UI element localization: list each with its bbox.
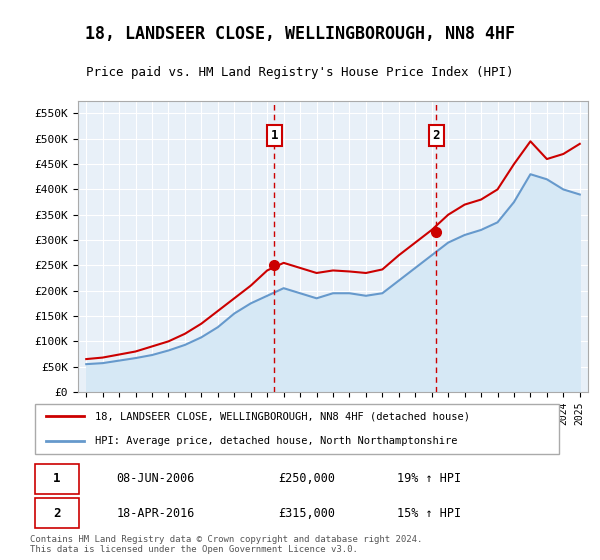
Text: Contains HM Land Registry data © Crown copyright and database right 2024.
This d: Contains HM Land Registry data © Crown c… (30, 535, 422, 554)
Text: £250,000: £250,000 (278, 472, 335, 486)
Text: 15% ↑ HPI: 15% ↑ HPI (397, 507, 461, 520)
Text: 18, LANDSEER CLOSE, WELLINGBOROUGH, NN8 4HF (detached house): 18, LANDSEER CLOSE, WELLINGBOROUGH, NN8 … (95, 411, 470, 421)
Text: Price paid vs. HM Land Registry's House Price Index (HPI): Price paid vs. HM Land Registry's House … (86, 66, 514, 78)
Text: 1: 1 (271, 129, 278, 142)
Text: 18-APR-2016: 18-APR-2016 (116, 507, 195, 520)
Text: 19% ↑ HPI: 19% ↑ HPI (397, 472, 461, 486)
Text: 1: 1 (53, 472, 61, 486)
Text: HPI: Average price, detached house, North Northamptonshire: HPI: Average price, detached house, Nort… (95, 436, 457, 446)
Text: 18, LANDSEER CLOSE, WELLINGBOROUGH, NN8 4HF: 18, LANDSEER CLOSE, WELLINGBOROUGH, NN8 … (85, 25, 515, 43)
FancyBboxPatch shape (35, 498, 79, 528)
Text: £315,000: £315,000 (278, 507, 335, 520)
FancyBboxPatch shape (35, 464, 79, 494)
Text: 2: 2 (53, 507, 61, 520)
Text: 2: 2 (433, 129, 440, 142)
FancyBboxPatch shape (35, 404, 559, 454)
Text: 08-JUN-2006: 08-JUN-2006 (116, 472, 195, 486)
